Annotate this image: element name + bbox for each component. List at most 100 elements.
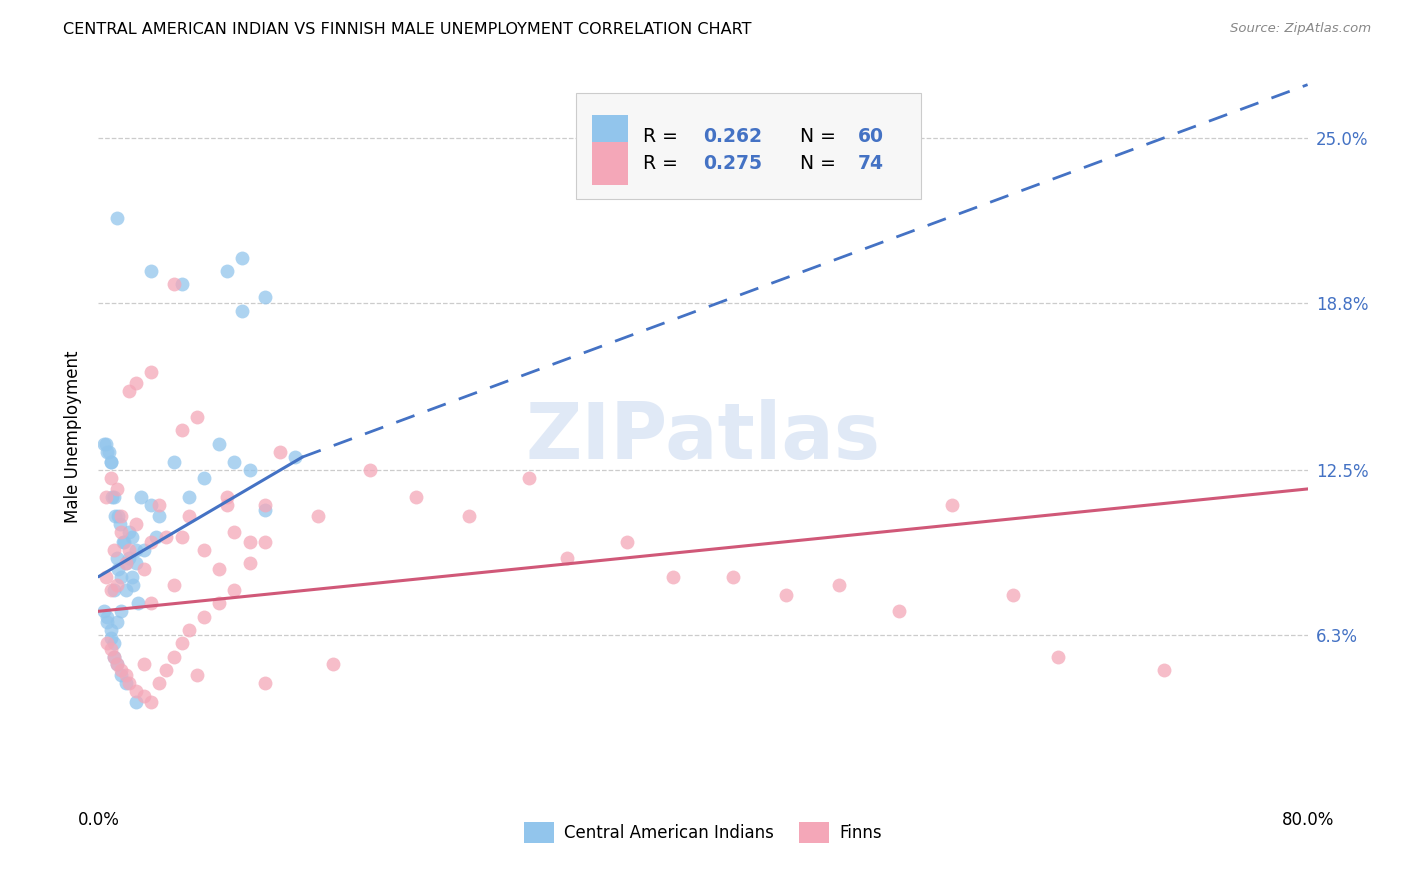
Point [108,516,131,531]
Point [105,615,128,629]
Point [307,508,329,523]
Point [661,570,683,584]
Point [170,530,193,544]
Point [103,649,125,664]
Point [224,524,246,539]
Point [145,530,167,544]
Point [517,471,540,485]
FancyBboxPatch shape [592,143,628,185]
Point [284,450,307,464]
Point [141,695,163,709]
Point [828,577,851,591]
Point [239,535,262,549]
Point [616,535,638,549]
Text: 74: 74 [858,154,884,173]
Point [100,631,122,645]
Point [110,524,132,539]
Point [105,211,128,225]
Point [148,498,170,512]
Point [105,657,128,672]
Text: ZIPatlas: ZIPatlas [526,399,880,475]
Point [105,657,128,672]
Text: 60: 60 [858,127,884,146]
Point [1001,588,1024,602]
Point [101,490,124,504]
Point [208,562,231,576]
Point [110,570,132,584]
Point [100,471,122,485]
Point [723,570,745,584]
Point [103,649,125,664]
Point [186,410,208,425]
Point [941,498,963,512]
Point [132,690,155,704]
Point [186,668,208,682]
FancyBboxPatch shape [592,115,628,158]
Point [100,641,122,656]
Point [103,636,125,650]
Point [193,471,215,485]
Point [98,444,121,458]
Text: CENTRAL AMERICAN INDIAN VS FINNISH MALE UNEMPLOYMENT CORRELATION CHART: CENTRAL AMERICAN INDIAN VS FINNISH MALE … [63,22,752,37]
Point [100,455,122,469]
Point [104,508,127,523]
Point [360,463,382,477]
Point [405,490,427,504]
Point [163,577,186,591]
Point [114,557,136,571]
Point [141,498,163,512]
Point [96,609,118,624]
Point [141,264,163,278]
Point [93,436,115,450]
Point [208,596,231,610]
Point [132,657,155,672]
Point [94,490,117,504]
Point [132,543,155,558]
Text: R =: R = [643,127,683,146]
Point [170,277,193,292]
Point [1047,649,1070,664]
Point [179,490,201,504]
Point [322,657,344,672]
Point [103,490,125,504]
Point [555,551,578,566]
Point [163,277,186,292]
Text: 0.275: 0.275 [703,154,762,173]
Point [125,684,148,698]
Point [94,570,117,584]
Point [96,615,118,629]
Point [179,508,201,523]
Point [118,524,141,539]
Point [141,596,163,610]
Y-axis label: Male Unemployment: Male Unemployment [63,351,82,524]
Point [457,508,479,523]
Point [121,530,143,544]
Point [170,424,193,438]
Point [114,557,136,571]
Point [100,623,122,637]
Point [269,444,291,458]
Point [100,455,122,469]
Point [105,551,128,566]
Point [111,535,134,549]
Point [163,649,186,664]
Point [107,562,129,576]
Point [155,663,177,677]
Point [141,535,163,549]
Point [155,530,177,544]
Point [253,290,276,304]
Point [253,535,276,549]
Point [141,365,163,379]
Point [105,577,128,591]
Point [122,577,145,591]
Text: 0.262: 0.262 [703,127,762,146]
Text: N =: N = [800,127,842,146]
Point [105,482,128,496]
Point [125,695,148,709]
Point [231,251,253,265]
Point [1153,663,1175,677]
Text: R =: R = [643,154,683,173]
Point [215,490,238,504]
Point [112,535,135,549]
Point [103,543,125,558]
